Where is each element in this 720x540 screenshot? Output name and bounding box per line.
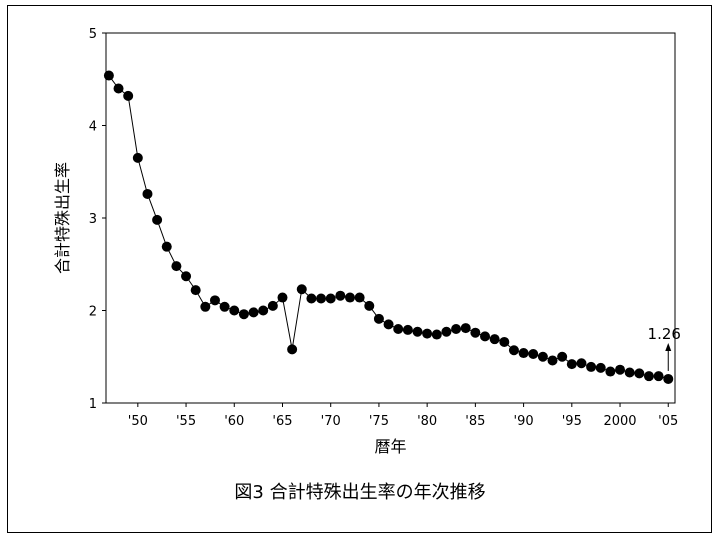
data-point <box>663 373 674 384</box>
data-point <box>402 324 413 335</box>
data-point <box>480 331 491 342</box>
data-point <box>171 261 182 272</box>
data-point <box>634 368 645 379</box>
data-point <box>499 336 510 347</box>
data-point <box>152 214 163 225</box>
data-point <box>335 290 346 301</box>
data-point <box>441 326 452 337</box>
data-point <box>518 348 529 359</box>
data-point <box>451 324 462 334</box>
data-point <box>316 293 327 304</box>
plot-area <box>105 32 676 404</box>
annotation-arrow-head <box>665 342 672 351</box>
data-point <box>528 348 539 359</box>
data-point <box>161 241 172 252</box>
data-point <box>537 351 548 362</box>
data-point <box>248 307 259 318</box>
x-tick-label: '80 <box>417 414 437 429</box>
data-point <box>103 70 114 81</box>
data-point <box>325 293 336 304</box>
data-point <box>576 358 587 369</box>
x-tick-label: '65 <box>272 414 292 429</box>
data-point <box>238 309 249 320</box>
data-point <box>422 328 433 339</box>
data-point <box>229 305 240 316</box>
data-point <box>209 295 220 306</box>
data-point <box>566 359 577 370</box>
x-tick-label: '70 <box>321 414 341 429</box>
x-tick-label: 2000 <box>603 414 636 429</box>
y-tick-label: 2 <box>89 305 97 320</box>
data-point <box>643 371 654 382</box>
data-point <box>383 319 394 330</box>
data-point <box>489 334 500 345</box>
data-point <box>615 364 626 375</box>
data-point <box>431 329 442 340</box>
data-point <box>296 284 307 295</box>
x-tick-label: '95 <box>562 414 582 429</box>
data-point <box>508 345 519 356</box>
y-axis-title: 合計特殊出生率 <box>53 162 72 274</box>
data-point <box>364 300 375 311</box>
data-point <box>267 300 278 311</box>
y-tick-label: 3 <box>89 212 97 227</box>
figure-caption: 図3 合計特殊出生率の年次推移 <box>234 482 486 503</box>
x-tick-label: '60 <box>224 414 244 429</box>
annotation-label: 1.26 <box>648 325 681 343</box>
data-point <box>393 324 404 334</box>
data-point <box>470 327 481 338</box>
data-point <box>624 367 635 378</box>
data-point <box>595 362 606 373</box>
data-point <box>123 90 134 101</box>
data-point <box>277 292 288 303</box>
data-point <box>142 188 153 199</box>
y-tick-label: 1 <box>89 397 97 412</box>
data-point <box>190 285 201 296</box>
x-tick-label: '55 <box>176 414 196 429</box>
data-point <box>219 301 230 312</box>
data-point <box>586 361 597 372</box>
x-tick-label: '50 <box>128 414 148 429</box>
data-point <box>547 355 558 366</box>
x-tick-label: '85 <box>465 414 485 429</box>
x-axis-title: 暦年 <box>374 437 406 456</box>
y-tick-label: 5 <box>89 27 97 42</box>
data-point <box>460 323 471 334</box>
x-tick-label: '90 <box>514 414 534 429</box>
data-point <box>258 305 269 316</box>
data-point <box>373 313 384 324</box>
data-point <box>181 271 192 282</box>
data-point <box>354 292 365 303</box>
x-tick-label: '05 <box>658 414 678 429</box>
data-point <box>344 292 355 303</box>
data-point <box>200 301 211 312</box>
data-point <box>557 351 568 362</box>
data-point <box>287 344 298 355</box>
data-point <box>113 83 124 94</box>
data-point <box>653 371 664 382</box>
y-tick-label: 4 <box>89 120 97 135</box>
data-point <box>132 152 143 163</box>
x-tick-label: '75 <box>369 414 389 429</box>
data-point <box>306 293 317 304</box>
series-line <box>108 75 669 380</box>
data-point <box>605 366 616 377</box>
data-point <box>412 326 423 337</box>
